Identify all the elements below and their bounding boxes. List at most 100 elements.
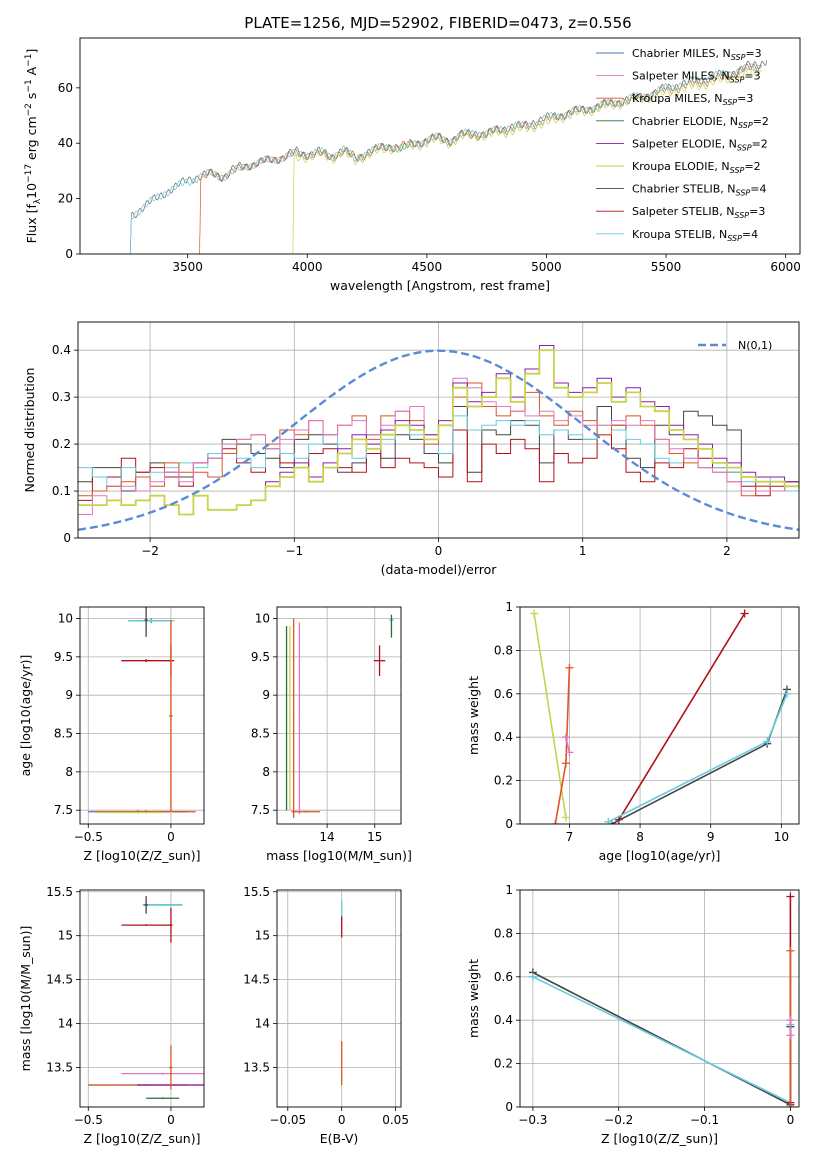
data-point [565, 748, 574, 757]
y-tick-label: 15.5 [46, 885, 73, 899]
axes-frame [79, 37, 801, 255]
errorbar-point [121, 659, 171, 663]
data-point [740, 609, 749, 618]
x-axis-label: Z [log10(Z/Z_sun)] [84, 848, 201, 863]
data-point [528, 972, 537, 981]
series-line [607, 693, 788, 823]
y-tick-label: 0.3 [52, 390, 71, 404]
errorbar-point [127, 619, 175, 623]
y-tick-label: 0.4 [52, 343, 71, 357]
x-tick-label: −1 [285, 544, 303, 558]
y-tick-label: 1 [505, 600, 513, 614]
data-point [786, 892, 795, 901]
data-point [604, 817, 613, 824]
spectrum-line [129, 60, 767, 254]
errorbar-point [144, 896, 148, 914]
plot-area-residuals [78, 345, 799, 531]
axes-frame [519, 889, 800, 1108]
axes-frame [79, 606, 205, 825]
errorbar-point [169, 1045, 173, 1090]
y-axis-label: Flux [fλ10−17 erg cm−2 s−1 A−1] [24, 49, 43, 244]
y-tick-label: 0.2 [494, 774, 513, 788]
errorbar-point [293, 618, 295, 818]
y-tick-label: 9 [262, 688, 270, 702]
y-axis-label: mass weight [466, 676, 481, 755]
legend-label: Chabrier MILES, NSSP=3 [632, 47, 762, 62]
panel-weight_vs_Z: −0.3 −0.2 −0.1 0 0 0.2 0.4 0.6 0.8 1 Z [log10(Z/Z_… [466, 883, 800, 1146]
legend-label: N(0,1) [738, 339, 772, 352]
spectrum-line [292, 69, 762, 254]
legend-label: Salpeter MILES, NSSP=3 [632, 70, 761, 85]
x-tick-label: −0.5 [74, 830, 103, 844]
panel-age_vs_Z: −0.5 0 7.5 8 8.5 9 9.5 10 Z [log10(Z/Z_sun)] age … [18, 606, 205, 863]
errorbar-point [121, 924, 171, 927]
y-tick-label: 14.5 [243, 973, 270, 987]
plot-area-weight_vs_Z [528, 892, 795, 1107]
data-point [561, 733, 570, 742]
series-line [532, 976, 792, 1104]
legend-label: Kroupa ELODIE, NSSP=2 [632, 160, 761, 175]
y-tick-label: 15 [255, 929, 270, 943]
x-tick-label: −0.1 [690, 1113, 719, 1127]
x-tick-label: −0.05 [269, 1113, 306, 1127]
y-tick-label: 0.2 [52, 437, 71, 451]
plot-area-weight_vs_age [530, 609, 791, 824]
y-tick-label: 40 [58, 136, 73, 150]
series-line [533, 613, 567, 818]
x-axis-label: E(B-V) [320, 1131, 359, 1146]
data-point [561, 759, 570, 768]
y-tick-label: 0.4 [494, 730, 513, 744]
x-tick-label: −0.5 [74, 1113, 103, 1127]
y-tick-label: 1 [505, 883, 513, 897]
y-tick-label: 8.5 [54, 727, 73, 741]
legend-label: Kroupa MILES, NSSP=3 [632, 92, 753, 107]
y-tick-label: 7.5 [54, 803, 73, 817]
data-point [565, 663, 574, 672]
panel-weight_vs_age: 7 8 9 10 0 0.2 0.4 0.6 0.8 1 age [log10(age/yr)] ma… [466, 600, 800, 863]
errorbar-point [285, 626, 288, 811]
data-point [551, 820, 560, 824]
panel-mass_vs_ebv: −0.05 0 0.05 13.5 14 14.5 15 15.5 E(B-V) [243, 885, 409, 1146]
data-point [786, 1103, 795, 1107]
x-tick-label: 0 [435, 544, 443, 558]
legend-label: Kroupa STELIB, NSSP=4 [632, 228, 758, 243]
x-tick-label: 5500 [651, 260, 682, 274]
errorbar-point [142, 904, 183, 906]
errorbar-point [169, 907, 173, 943]
axes-frame [519, 606, 800, 825]
series-line [618, 613, 746, 821]
plot-area-age_vs_Z [88, 607, 196, 814]
y-tick-label: 0.6 [494, 970, 513, 984]
y-tick-label: 0.8 [494, 926, 513, 940]
y-tick-label: 0 [505, 817, 513, 831]
panels: 3500 4000 4500 5000 5500 60000204060wavelengt… [18, 37, 801, 1146]
legend-label: Chabrier STELIB, NSSP=4 [632, 183, 766, 198]
errorbar-point [146, 1097, 180, 1100]
y-tick-label: 10 [255, 612, 270, 626]
y-tick-label: 9.5 [54, 650, 73, 664]
y-tick-label: 8 [65, 765, 73, 779]
x-axis-label: mass [log10(M/M_sun)] [266, 848, 412, 863]
errorbar-point [298, 622, 301, 815]
errorbar-point [390, 614, 393, 638]
y-tick-label: 9 [65, 688, 73, 702]
legend-label: Salpeter ELODIE, NSSP=2 [632, 137, 768, 152]
plot-area-mass_vs_ebv [341, 900, 343, 1086]
data-point [782, 689, 791, 698]
data-point [786, 1031, 795, 1040]
y-tick-label: 0.6 [494, 687, 513, 701]
series-line [611, 689, 788, 824]
errorbar-point [169, 620, 173, 812]
x-tick-label: 10 [774, 830, 789, 844]
legend: N(0,1) [698, 339, 772, 352]
x-tick-label: 0 [167, 1113, 175, 1127]
y-tick-label: 0 [63, 531, 71, 545]
data-point [530, 609, 539, 618]
x-axis-label: (data-model)/error [381, 562, 498, 577]
spectrum-line [129, 63, 763, 254]
x-tick-label: 7 [566, 830, 574, 844]
histogram-step [78, 349, 799, 516]
x-tick-label: 4000 [292, 260, 323, 274]
x-tick-label: 14 [319, 830, 334, 844]
legend-label: Chabrier ELODIE, NSSP=2 [632, 115, 769, 130]
